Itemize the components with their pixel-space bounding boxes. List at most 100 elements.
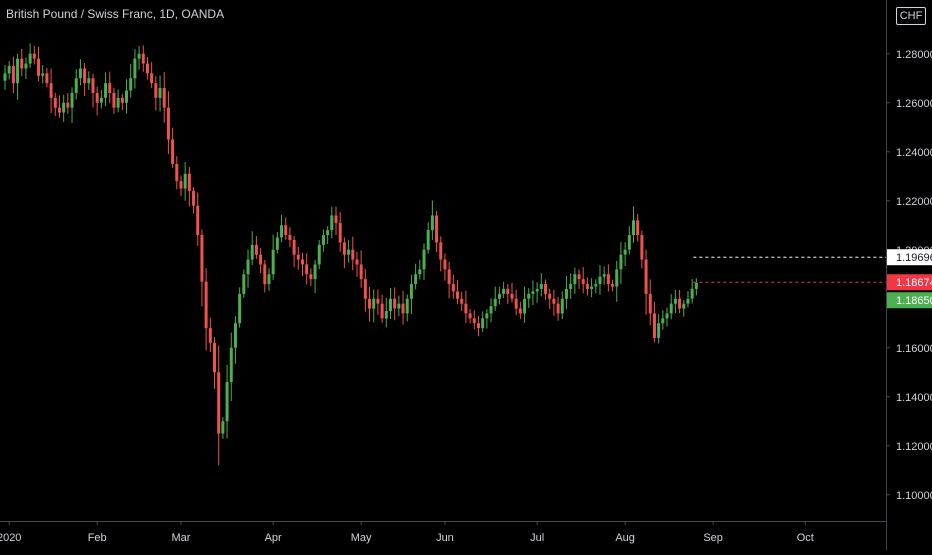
candle-body — [581, 279, 585, 285]
candle-body — [334, 215, 338, 223]
candle-body — [20, 58, 24, 69]
candle-body — [443, 259, 447, 270]
candle-body — [313, 264, 317, 280]
candle-body — [393, 298, 397, 309]
candle-body — [531, 291, 535, 294]
x-tick-label: Apr — [265, 532, 282, 544]
candle-body — [539, 284, 543, 289]
candle-body — [569, 284, 573, 289]
candle-body — [661, 318, 665, 324]
y-tick-label: 1.26000 — [896, 98, 932, 110]
candle-body — [300, 259, 304, 265]
candle-body — [66, 102, 70, 108]
candle-body — [409, 284, 413, 299]
candle-body — [456, 291, 460, 299]
candle-body — [83, 68, 87, 84]
candle-body — [280, 225, 284, 238]
candle-body — [502, 288, 506, 294]
candle-body — [41, 73, 45, 76]
candle-body — [523, 298, 527, 314]
candle-body — [288, 235, 292, 240]
candle-body — [372, 298, 376, 309]
candle-body — [447, 269, 451, 285]
candle-body — [166, 107, 170, 140]
candle-body — [686, 298, 690, 304]
candle-body — [694, 282, 698, 289]
x-tick-label: 2020 — [0, 532, 21, 544]
candle-body — [347, 249, 351, 255]
y-tick-label: 1.24000 — [896, 147, 932, 159]
candle-body — [154, 83, 158, 98]
candle-body — [112, 92, 116, 108]
candle-body — [451, 284, 455, 292]
candle-body — [414, 274, 418, 285]
candle-body — [24, 63, 28, 69]
candle-body — [259, 254, 263, 265]
candle-body — [627, 235, 631, 250]
candle-body — [183, 173, 187, 189]
candle-body — [91, 78, 95, 93]
candle-body — [485, 313, 489, 319]
price-label-ask: 1.18650 — [896, 295, 932, 307]
candle-body — [468, 313, 472, 319]
candle-body — [380, 303, 384, 319]
x-tick-label: Mar — [172, 532, 191, 544]
candle-body — [263, 264, 267, 285]
y-tick-label: 1.12000 — [896, 441, 932, 453]
candle-body — [510, 293, 514, 299]
candle-body — [108, 83, 112, 93]
candle-body — [45, 73, 49, 84]
candle-body — [271, 249, 275, 275]
candle-body — [330, 215, 334, 231]
candle-body — [384, 311, 388, 319]
candle-body — [37, 58, 41, 76]
candle-body — [57, 107, 61, 113]
y-tick-label: 1.16000 — [896, 343, 932, 355]
candle-body — [7, 66, 11, 74]
candle-body — [518, 308, 522, 314]
candle-body — [175, 164, 179, 182]
candle-body — [388, 298, 392, 311]
candle-body — [171, 139, 175, 164]
candle-body — [187, 173, 191, 191]
candle-body — [439, 242, 443, 260]
candle-body — [221, 421, 225, 434]
candle-body — [652, 313, 656, 338]
candle-body — [309, 274, 313, 280]
candle-body — [497, 293, 501, 299]
candle-body — [682, 303, 686, 309]
candle-body — [632, 220, 635, 236]
candle-body — [577, 274, 581, 280]
chart-title: British Pound / Swiss Franc, 1D, OANDA — [6, 7, 225, 21]
candle-body — [104, 83, 108, 98]
candle-body — [125, 90, 129, 103]
candle-body — [644, 259, 648, 294]
candle-body — [481, 318, 485, 329]
candle-body — [133, 58, 137, 79]
candle-body — [606, 274, 610, 285]
y-tick-label: 1.10000 — [896, 490, 932, 502]
currency-badge[interactable]: CHF — [896, 7, 926, 25]
candle-body — [368, 298, 372, 309]
candle-body — [476, 323, 480, 329]
candle-body — [204, 281, 208, 329]
candle-body — [229, 347, 233, 383]
candle-body — [150, 73, 154, 84]
candle-body — [590, 286, 594, 289]
candle-body — [49, 83, 53, 98]
candle-body — [535, 288, 539, 292]
candle-body — [16, 58, 20, 84]
candle-body — [78, 68, 82, 79]
candle-body — [506, 288, 510, 294]
candle-body — [141, 53, 145, 64]
candle-body — [242, 274, 246, 294]
candle-body — [208, 328, 212, 343]
candle-body — [53, 97, 57, 108]
candle-body — [233, 323, 237, 348]
candle-body — [527, 293, 531, 299]
x-tick-label: Sep — [703, 532, 723, 544]
candle-body — [426, 230, 430, 250]
candle-body — [611, 284, 615, 287]
